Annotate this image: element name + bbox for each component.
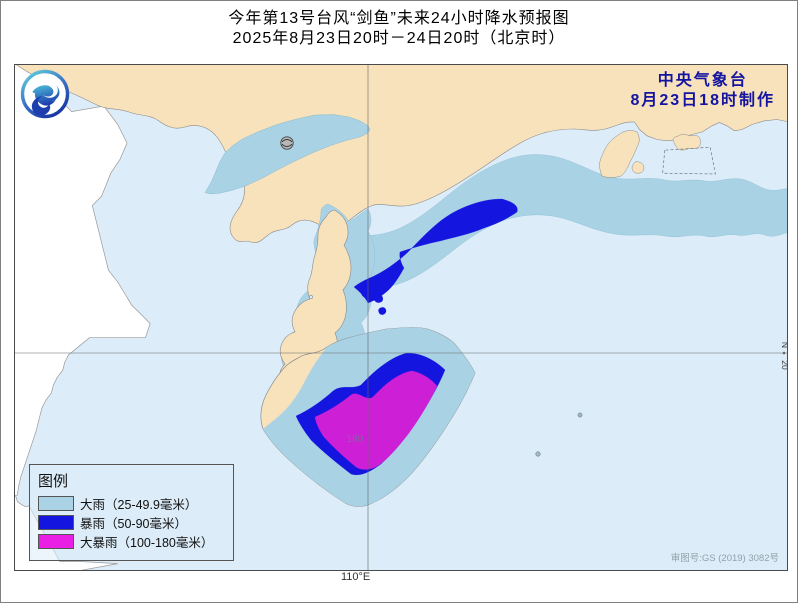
svg-text:180: 180	[347, 434, 364, 445]
svg-text:N: N	[780, 342, 787, 348]
svg-text:20: 20	[780, 360, 787, 370]
